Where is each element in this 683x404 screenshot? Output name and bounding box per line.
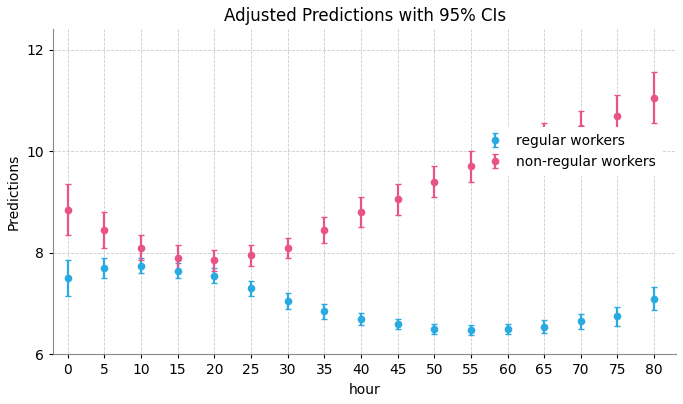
- Legend: regular workers, non-regular workers: regular workers, non-regular workers: [477, 127, 663, 176]
- X-axis label: hour: hour: [349, 383, 380, 397]
- Title: Adjusted Predictions with 95% CIs: Adjusted Predictions with 95% CIs: [223, 7, 505, 25]
- Y-axis label: Predictions: Predictions: [7, 154, 21, 230]
